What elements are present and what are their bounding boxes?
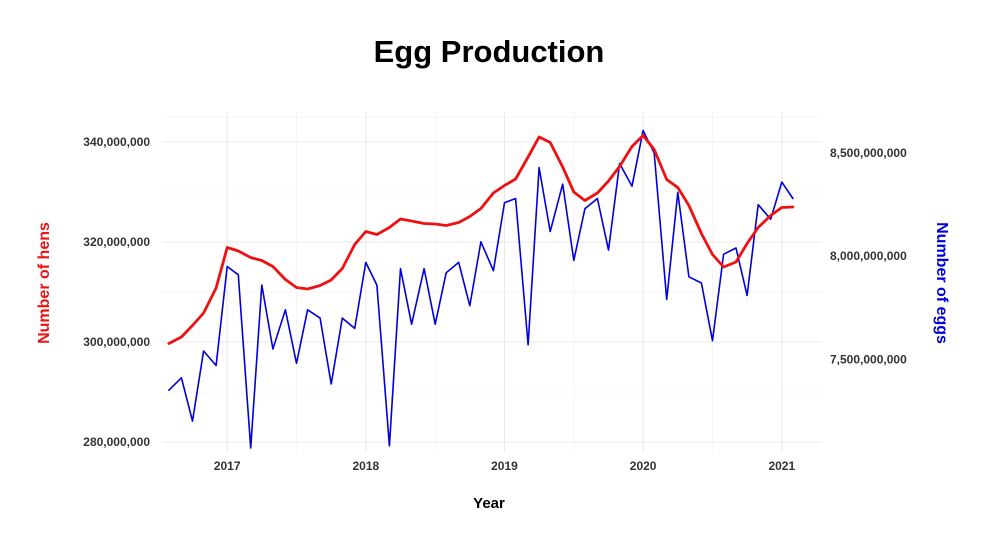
left-tick-label: 280,000,000 (83, 435, 150, 449)
left-tick-label: 320,000,000 (83, 235, 150, 249)
x-tick-label: 2019 (491, 459, 518, 473)
hens-series-line (167, 134, 795, 345)
series-lines (167, 129, 795, 449)
left-tick-label: 340,000,000 (83, 135, 150, 149)
left-axis-tick-labels: 280,000,000 300,000,000 320,000,000 340,000… (83, 135, 150, 449)
left-tick-label: 300,000,000 (83, 335, 150, 349)
right-axis-label: Number of eggs (933, 222, 950, 344)
eggs-series-line (168, 129, 794, 449)
left-axis-label: Number of hens (36, 222, 53, 344)
x-tick-label: 2020 (630, 459, 657, 473)
x-tick-label: 2021 (768, 459, 795, 473)
x-tick-label: 2017 (214, 459, 241, 473)
right-tick-label: 8,500,000,000 (830, 146, 907, 160)
gridlines (162, 112, 822, 452)
x-tick-label: 2018 (352, 459, 379, 473)
chart-title: Egg Production (374, 34, 605, 69)
right-tick-label: 8,000,000,000 (830, 249, 907, 263)
x-axis-label: Year (473, 495, 505, 512)
x-axis-tick-labels: 2017 2018 2019 2020 2021 (214, 459, 796, 473)
right-axis-tick-labels: 7,500,000,000 8,000,000,000 8,500,000,000 (830, 146, 907, 366)
right-tick-label: 7,500,000,000 (830, 352, 907, 366)
